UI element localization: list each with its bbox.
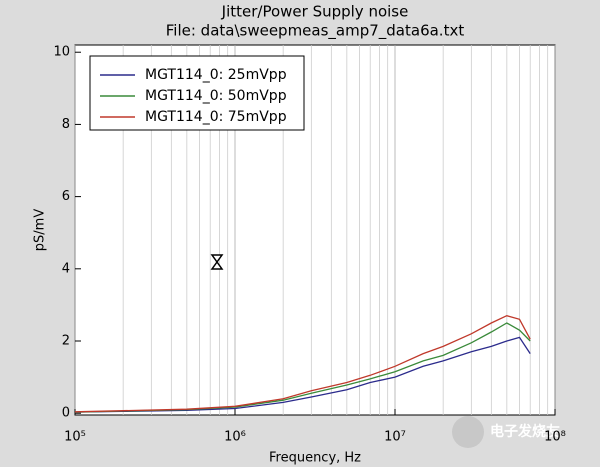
y-tick-label: 10 xyxy=(53,45,70,60)
legend-label: MGT114_0: 50mVpp xyxy=(145,88,287,104)
y-tick-label: 6 xyxy=(62,189,70,204)
legend: MGT114_0: 25mVpp MGT114_0: 50mVpp MGT114_0… xyxy=(89,55,305,131)
watermark: 电子发烧友 xyxy=(452,416,560,448)
y-tick-label: 4 xyxy=(62,261,70,276)
watermark-logo xyxy=(452,416,484,448)
hourglass xyxy=(210,254,224,270)
data-line xyxy=(74,315,531,413)
legend-label: MGT114_0: 75mVpp xyxy=(145,109,287,125)
cursor-icon xyxy=(210,254,224,270)
y-tick-label: 0 xyxy=(62,406,70,421)
legend-label: MGT114_0: 25mVpp xyxy=(145,67,287,83)
x-tick-label: 10⁸ xyxy=(544,430,566,445)
lines xyxy=(74,315,531,413)
watermark-text: 电子发烧友 xyxy=(490,423,560,440)
x-tick-label: 10⁷ xyxy=(384,430,406,445)
x-axis-label: Frequency, Hz xyxy=(269,451,361,466)
x-tick-label: 10⁶ xyxy=(224,430,246,445)
y-tick-label: 2 xyxy=(62,334,70,349)
chart-subtitle: File: data\sweepmeas_amp7_data6a.txt xyxy=(166,22,465,41)
x-tick-label: 10⁵ xyxy=(64,430,86,445)
y-tick-label: 8 xyxy=(62,117,70,132)
y-axis-label: pS/mV xyxy=(33,209,48,252)
data-line xyxy=(74,336,531,413)
chart-title: Jitter/Power Supply noise xyxy=(221,3,409,21)
